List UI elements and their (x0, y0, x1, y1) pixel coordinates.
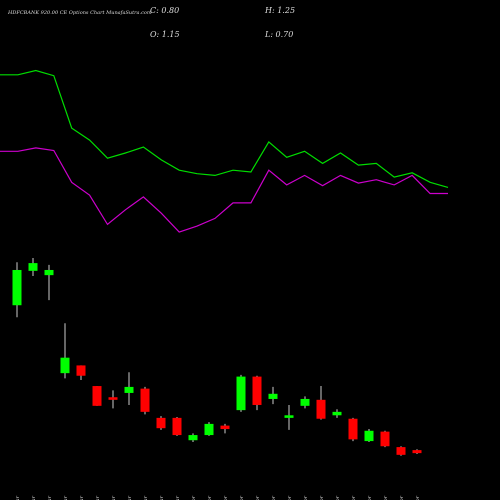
candle-body (236, 376, 246, 411)
candle-body (348, 418, 358, 440)
candle-body (252, 376, 262, 405)
x-tick-label: 30 Mar (175, 495, 181, 500)
candle-body (188, 435, 198, 441)
x-tick-label: 15 Apr (303, 495, 309, 500)
x-tick-label: 25 Mar (127, 495, 133, 500)
candle-body (204, 423, 214, 436)
x-tick-label: 20 Mar (79, 495, 85, 500)
x-tick-label: 23 Mar (95, 495, 101, 500)
candle-body (108, 397, 118, 400)
candle-body (140, 388, 150, 412)
x-tick-label: 01 Apr (191, 495, 197, 500)
x-tick-label: 19 Mar (63, 495, 69, 500)
candle-body (156, 417, 166, 429)
x-tick-label: 09 Apr (271, 495, 277, 500)
candle-body (364, 430, 374, 442)
candle-body (44, 269, 54, 276)
x-tick-label: 16 Apr (319, 495, 325, 500)
x-tick-label: 26 Mar (143, 495, 149, 500)
candle-body (300, 398, 310, 406)
x-tick-label: 18 Mar (47, 495, 53, 500)
low-label: L: 0.70 (264, 30, 293, 39)
chart-title: HDFCBANK 920.00 CE Options Chart MunafaS… (7, 10, 152, 16)
x-tick-label: 24 Mar (111, 495, 117, 500)
x-tick-label: 07 Apr (239, 495, 245, 500)
candle-body (396, 447, 406, 455)
high-label: H: 1.25 (264, 6, 295, 15)
average-line (0, 69, 449, 188)
candle-body (412, 450, 422, 454)
candle-body (380, 431, 390, 447)
candle-body (92, 386, 102, 406)
x-tick-label: 02 Apr (207, 495, 213, 500)
x-tick-label: 23 Apr (399, 495, 405, 500)
candle-body (124, 386, 134, 393)
candle-body (220, 425, 230, 430)
candle-body (60, 357, 70, 374)
candle-body (12, 269, 22, 306)
x-tick-label: 13 Apr (287, 495, 293, 500)
x-tick-label: 21 Apr (367, 495, 373, 500)
close-label: C: 0.80 (150, 6, 179, 15)
x-tick-label: 22 Apr (383, 495, 389, 500)
x-tick-label: 17 Mar (31, 495, 37, 500)
candle-body (28, 263, 38, 271)
candle-body (332, 411, 342, 416)
candle-body (268, 393, 278, 399)
candle-body (76, 365, 86, 376)
candle-body (316, 399, 326, 419)
candle-body (284, 415, 294, 418)
x-tick-label: 17 Apr (335, 495, 341, 500)
x-tick-label: 16 Mar (15, 495, 21, 500)
x-tick-label: 24 Apr (415, 495, 421, 500)
average-line (0, 147, 448, 233)
x-tick-label: 08 Apr (255, 495, 261, 500)
x-tick-label: 27 Mar (159, 495, 165, 500)
open-label: O: 1.15 (150, 30, 180, 39)
x-tick-label: 20 Apr (351, 495, 357, 500)
x-tick-label: 06 Apr (223, 495, 229, 500)
candle-body (172, 417, 182, 436)
